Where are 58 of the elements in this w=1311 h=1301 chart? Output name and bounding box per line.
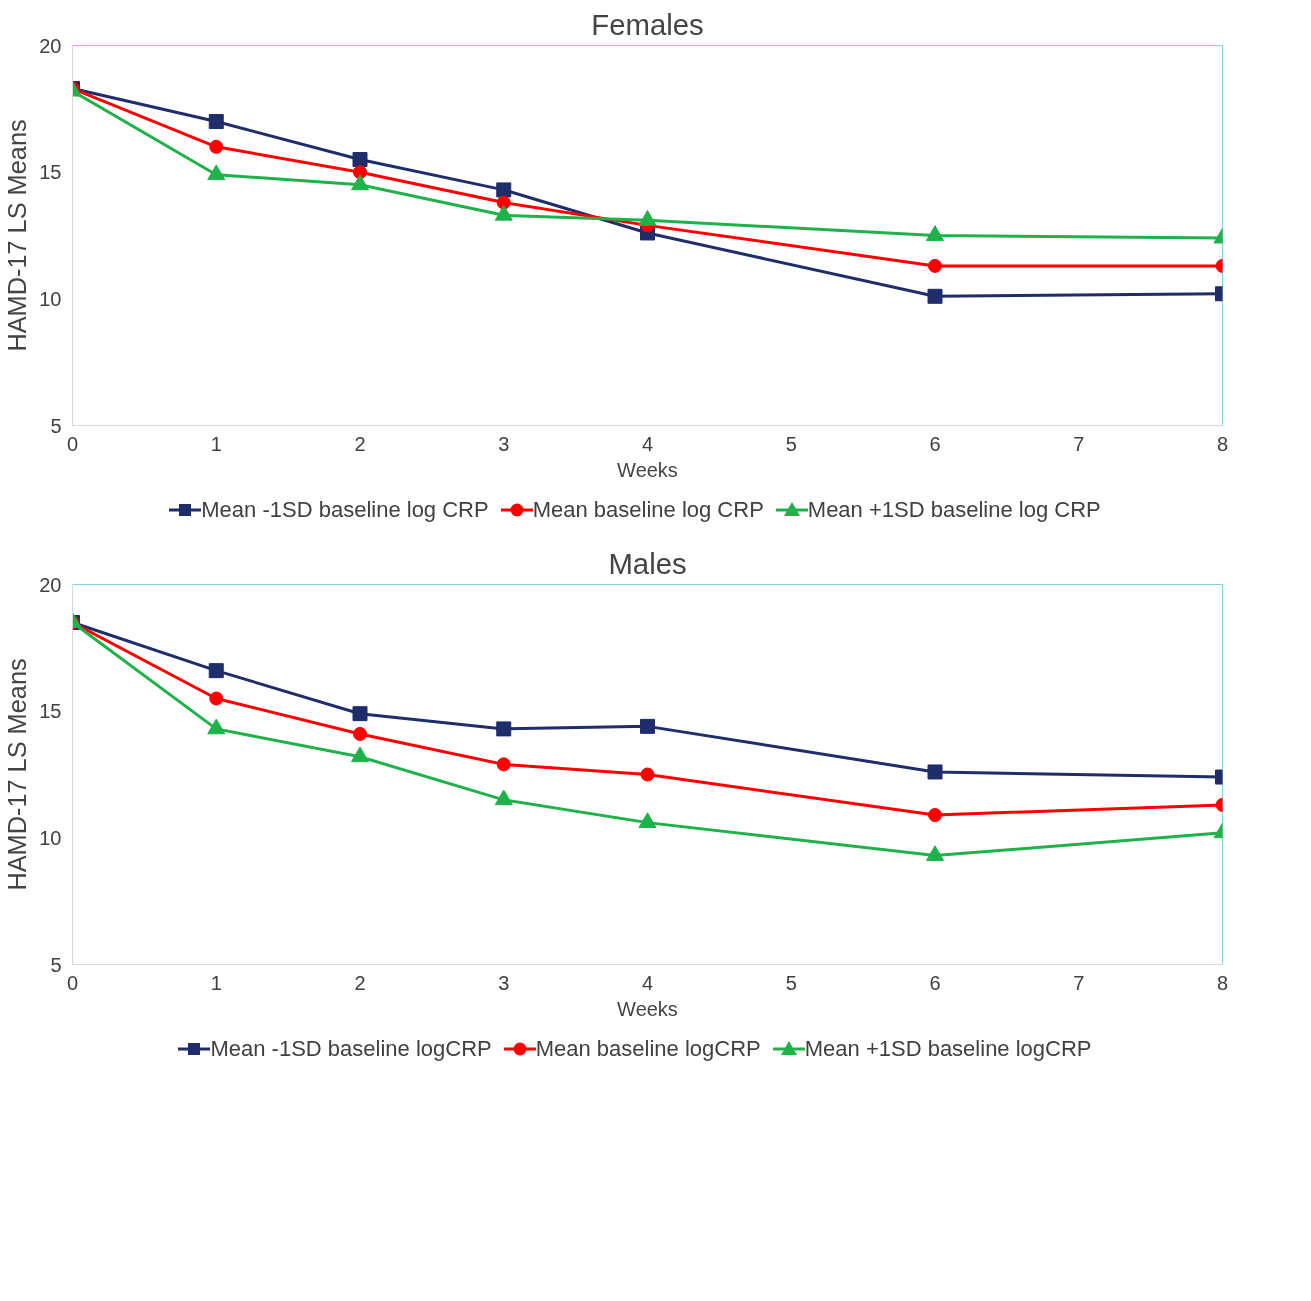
x-tick-label: 5 xyxy=(785,971,797,994)
x-tick-label: 3 xyxy=(498,971,510,994)
y-tick-label: 10 xyxy=(39,287,62,310)
point xyxy=(351,746,369,763)
point xyxy=(353,726,367,741)
legend-label: Mean -1SD baseline logCRP xyxy=(210,1036,492,1062)
y-tick-label: 20 xyxy=(39,573,62,596)
point xyxy=(927,288,943,304)
point xyxy=(208,663,224,679)
y-tick-label: 10 xyxy=(39,826,62,849)
y-tick-label: 15 xyxy=(39,700,62,723)
x-tick-label: 1 xyxy=(210,971,222,994)
x-axis-title: Weeks xyxy=(617,997,678,1020)
x-tick-label: 7 xyxy=(1073,432,1085,455)
x-tick-label: 5 xyxy=(785,432,797,455)
point xyxy=(640,718,655,734)
x-axis-title: Weeks xyxy=(617,458,678,481)
x-tick-label: 1 xyxy=(210,432,222,455)
point xyxy=(352,706,368,722)
point xyxy=(926,845,944,861)
legend-label: Mean -1SD baseline log CRP xyxy=(201,497,489,523)
point xyxy=(208,114,224,129)
point xyxy=(352,152,368,167)
y-tick-label: 20 xyxy=(39,34,62,57)
point xyxy=(494,789,513,806)
point xyxy=(928,808,942,823)
point xyxy=(496,757,511,772)
legend-label: Mean baseline log CRP xyxy=(532,497,764,523)
x-tick-label: 2 xyxy=(354,432,366,455)
point xyxy=(638,812,657,829)
x-tick-label: 8 xyxy=(1216,971,1229,994)
point xyxy=(927,764,943,780)
point xyxy=(496,182,512,198)
x-tick-label: 6 xyxy=(929,971,941,994)
y-axis-title: HAMD-17 LS Means xyxy=(3,119,32,352)
legend-label: Mean baseline logCRP xyxy=(535,1036,761,1062)
point xyxy=(209,691,224,706)
point xyxy=(496,721,512,737)
x-tick-label: 4 xyxy=(641,971,654,994)
legend-label: Mean +1SD baseline log CRP xyxy=(807,497,1101,523)
chart-title: Females xyxy=(591,7,704,41)
point xyxy=(209,139,224,154)
point xyxy=(640,767,655,782)
chart-title: Males xyxy=(608,546,687,580)
x-tick-label: 2 xyxy=(354,971,366,994)
x-tick-label: 6 xyxy=(929,432,941,455)
y-tick-label: 5 xyxy=(50,414,62,437)
point xyxy=(928,258,942,273)
x-tick-label: 7 xyxy=(1073,971,1085,994)
legend-label: Mean +1SD baseline logCRP xyxy=(804,1036,1092,1062)
x-tick-label: 8 xyxy=(1216,432,1229,455)
y-tick-label: 15 xyxy=(39,161,62,184)
x-tick-label: 3 xyxy=(498,432,510,455)
y-axis-title: HAMD-17 LS Means xyxy=(3,658,32,891)
y-tick-label: 5 xyxy=(50,953,62,976)
x-tick-label: 0 xyxy=(66,432,79,455)
x-tick-label: 4 xyxy=(641,432,654,455)
x-tick-label: 0 xyxy=(66,971,79,994)
